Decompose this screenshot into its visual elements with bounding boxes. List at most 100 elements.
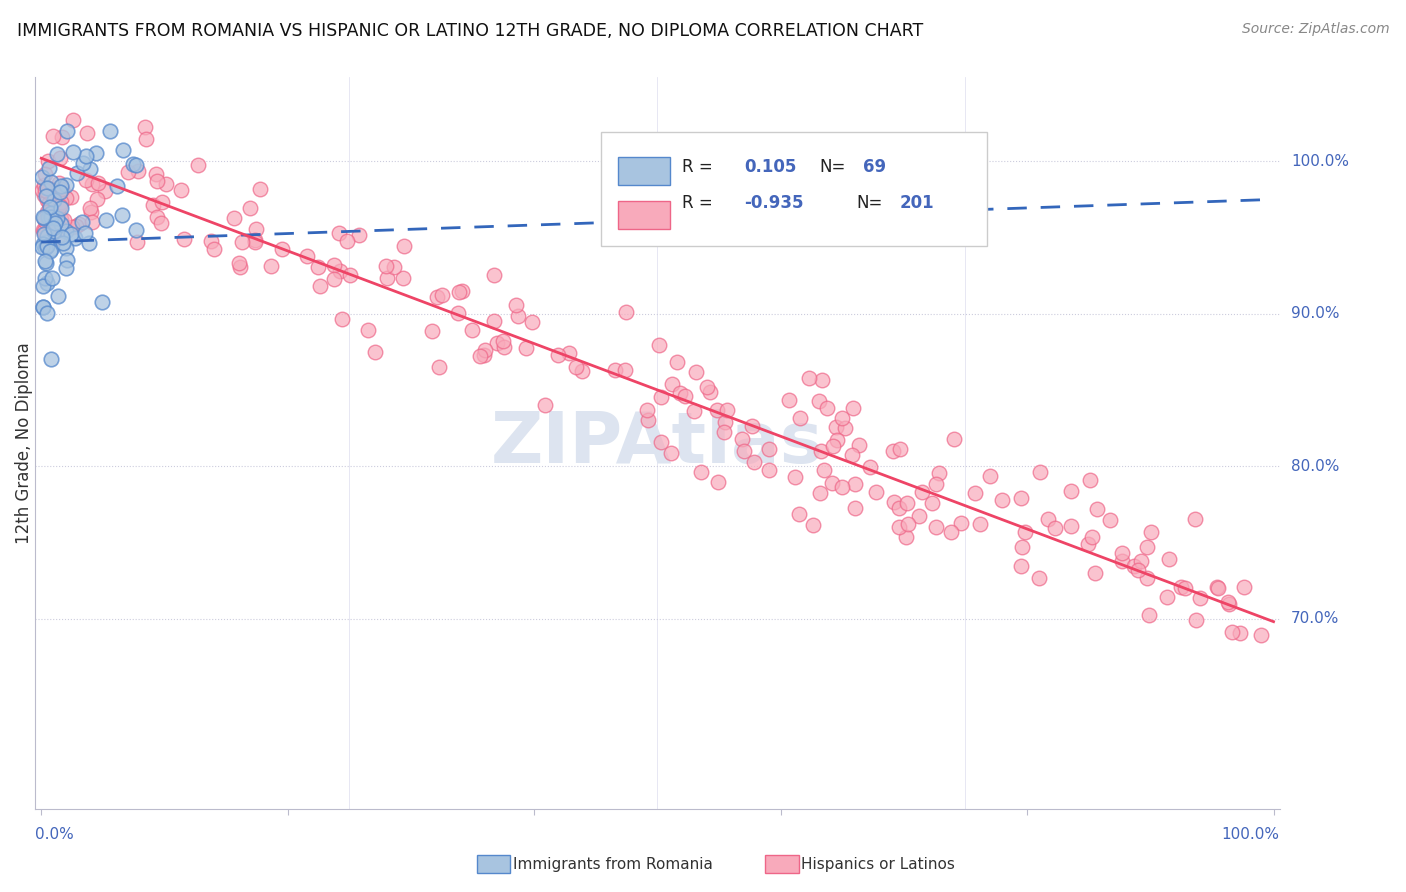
Point xyxy=(38,213,60,227)
Point xyxy=(447,285,470,300)
FancyBboxPatch shape xyxy=(617,202,669,229)
Point xyxy=(39,211,62,226)
Point xyxy=(249,182,271,196)
Point xyxy=(1084,566,1107,581)
Point xyxy=(32,301,55,315)
Point xyxy=(1123,559,1146,574)
Point xyxy=(965,485,987,500)
Point xyxy=(55,224,77,238)
Point xyxy=(51,212,73,227)
Point xyxy=(1140,524,1163,539)
Point xyxy=(41,270,63,285)
Point xyxy=(38,210,60,224)
Point xyxy=(231,235,253,249)
Point xyxy=(46,203,69,218)
Point xyxy=(42,221,65,235)
FancyBboxPatch shape xyxy=(602,132,987,245)
Point xyxy=(134,120,156,134)
Point xyxy=(37,205,59,219)
Point xyxy=(111,143,134,157)
Point xyxy=(51,182,73,196)
Point xyxy=(666,355,689,369)
Point xyxy=(38,196,60,211)
Point xyxy=(46,214,69,228)
Point xyxy=(309,279,332,293)
Point xyxy=(813,463,835,477)
Point xyxy=(392,239,415,253)
Point xyxy=(37,185,59,199)
Point xyxy=(690,465,713,479)
FancyBboxPatch shape xyxy=(617,157,669,185)
Point xyxy=(41,182,63,196)
Point xyxy=(1136,540,1159,554)
Point xyxy=(31,169,53,184)
Point xyxy=(39,175,62,189)
Point xyxy=(173,232,195,246)
Point xyxy=(117,164,139,178)
Point xyxy=(939,524,962,539)
Point xyxy=(425,290,447,304)
Point xyxy=(558,346,581,360)
Point xyxy=(1174,581,1197,595)
Point xyxy=(707,475,730,489)
Point xyxy=(32,210,55,224)
Point xyxy=(32,227,55,242)
Point xyxy=(66,166,89,180)
Point xyxy=(63,231,86,245)
Point xyxy=(49,198,72,212)
Point xyxy=(37,211,59,226)
Point xyxy=(56,124,79,138)
Text: 80.0%: 80.0% xyxy=(1291,458,1339,474)
Point xyxy=(239,201,262,215)
Point xyxy=(125,158,148,172)
Text: 0.0%: 0.0% xyxy=(35,828,75,842)
Point xyxy=(637,413,659,427)
Point xyxy=(260,259,283,273)
Point xyxy=(1028,571,1050,585)
Point xyxy=(603,363,626,377)
Point xyxy=(49,186,72,200)
Point xyxy=(41,352,63,367)
Point xyxy=(613,363,636,377)
Point xyxy=(858,460,880,475)
Point xyxy=(896,496,918,510)
Point xyxy=(48,176,70,190)
Point xyxy=(1111,554,1133,568)
Point xyxy=(121,157,143,171)
Text: 90.0%: 90.0% xyxy=(1291,306,1340,321)
Y-axis label: 12th Grade, No Diploma: 12th Grade, No Diploma xyxy=(15,343,32,544)
Point xyxy=(41,128,63,143)
Point xyxy=(506,310,529,324)
Point xyxy=(91,295,114,310)
Point xyxy=(636,402,658,417)
Point xyxy=(86,192,108,206)
Point xyxy=(243,234,266,248)
Point xyxy=(127,163,149,178)
Point xyxy=(34,241,56,255)
Point xyxy=(80,215,103,229)
Point xyxy=(79,201,101,215)
Point xyxy=(146,174,169,188)
Point xyxy=(42,186,65,200)
Point xyxy=(38,244,60,259)
Point xyxy=(37,180,59,194)
Point xyxy=(111,208,134,222)
Point xyxy=(661,376,683,391)
Point xyxy=(145,167,167,181)
Point xyxy=(1059,518,1081,533)
Point xyxy=(135,132,157,146)
Point xyxy=(39,206,62,220)
Point xyxy=(420,324,443,338)
Point xyxy=(35,193,58,207)
Point xyxy=(330,311,353,326)
Point xyxy=(758,463,780,477)
Point xyxy=(842,401,865,416)
Point xyxy=(375,259,398,273)
Point xyxy=(1098,514,1121,528)
Point xyxy=(673,389,696,403)
Point xyxy=(1010,559,1032,574)
Point xyxy=(778,393,800,408)
Point xyxy=(42,193,65,207)
Point xyxy=(382,260,405,275)
Point xyxy=(80,177,103,191)
